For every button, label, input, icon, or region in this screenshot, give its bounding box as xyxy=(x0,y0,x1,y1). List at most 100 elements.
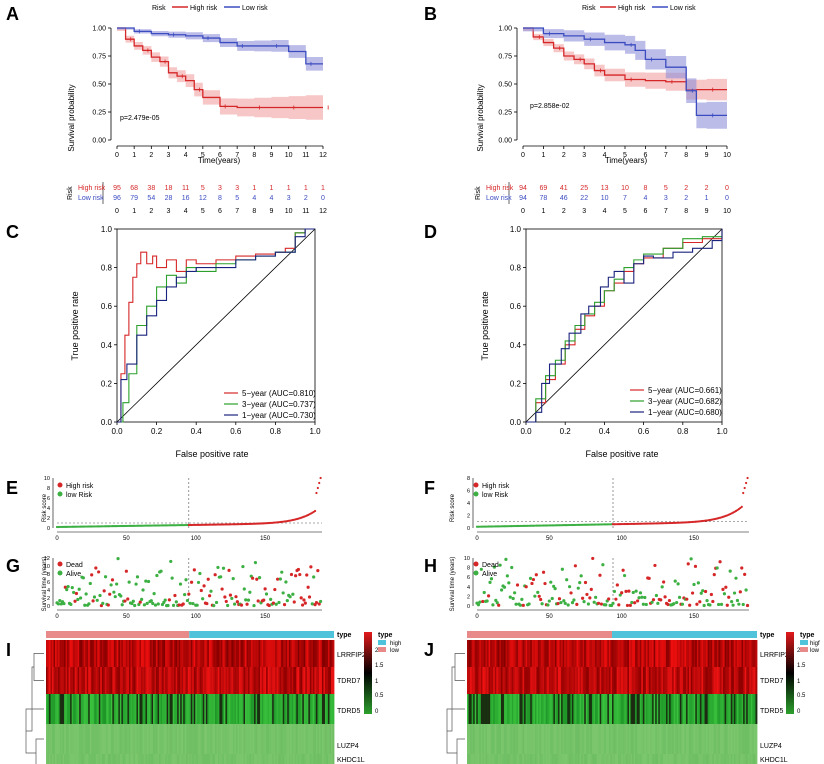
heatmap-cell xyxy=(178,640,181,667)
st-point xyxy=(205,601,209,606)
heatmap-cell xyxy=(496,640,499,667)
heatmap-cell xyxy=(499,667,502,694)
heatmap-cell xyxy=(548,640,551,667)
heatmap-cell xyxy=(103,640,106,667)
heatmap-cell xyxy=(752,754,755,764)
st-point xyxy=(123,599,127,603)
heatmap-cell xyxy=(106,694,109,724)
heatmap-cell xyxy=(610,667,613,694)
heatmap-cell xyxy=(698,694,701,724)
roc-y-tick-label: 0.2 xyxy=(101,379,113,388)
heatmap-cell xyxy=(73,754,76,764)
heatmap-cell xyxy=(246,694,249,724)
heatmap-cell xyxy=(537,667,540,694)
heatmap-cell xyxy=(50,640,53,667)
st-point xyxy=(601,563,605,567)
heatmap-cell xyxy=(175,667,178,694)
heatmap-cell xyxy=(279,640,282,667)
heatmap-cell xyxy=(713,640,716,667)
heatmap-cell xyxy=(234,724,237,754)
heatmap-cell xyxy=(736,667,739,694)
heatmap-cell xyxy=(107,640,110,667)
heatmap-cell xyxy=(324,667,327,694)
risk-count-high: 41 xyxy=(560,185,568,192)
heatmap-cell xyxy=(587,694,590,724)
heatmap-cell xyxy=(279,724,282,754)
dendro-branch xyxy=(456,738,465,764)
st-x-tick-label: 0 xyxy=(475,614,479,620)
heatmap-cell xyxy=(736,754,739,764)
heatmap-cell xyxy=(676,724,679,754)
heatmap-cell xyxy=(162,754,165,764)
heatmap-cell xyxy=(183,640,186,667)
heatmap-cell xyxy=(320,754,323,764)
dendro-branch xyxy=(26,666,34,732)
st-point xyxy=(307,595,312,599)
heatmap-cell xyxy=(693,754,696,764)
heatmap-cell xyxy=(533,667,536,694)
heatmap-cell xyxy=(53,640,56,667)
heatmap-cell xyxy=(252,754,255,764)
heatmap-cell xyxy=(593,724,596,754)
st-point xyxy=(637,596,641,600)
heatmap-cell xyxy=(293,724,296,754)
st-point xyxy=(195,603,199,607)
heatmap-cell xyxy=(291,640,294,667)
st-point xyxy=(219,575,223,579)
rs-point xyxy=(315,491,318,495)
heatmap-cell xyxy=(162,724,165,754)
heatmap-cell xyxy=(704,640,707,667)
heatmap-cell xyxy=(287,667,290,694)
heatmap-cell xyxy=(83,640,86,667)
heatmap-cell xyxy=(719,724,722,754)
st-point xyxy=(316,568,320,573)
heatmap-cell xyxy=(684,640,687,667)
st-point xyxy=(81,576,85,580)
heatmap-cell xyxy=(599,754,602,764)
st-point xyxy=(541,570,546,574)
heatmap-cell xyxy=(755,724,758,754)
heatmap-cell xyxy=(157,640,160,667)
heatmap-cell xyxy=(687,754,690,764)
st-point xyxy=(583,580,588,585)
heatmap-cell xyxy=(318,694,321,724)
heatmap-cell xyxy=(147,667,149,694)
heatmap-cell xyxy=(488,754,491,764)
risk-count-low: 0 xyxy=(321,195,325,202)
heatmap-cell xyxy=(278,640,281,667)
heatmap-cell xyxy=(91,754,94,764)
heatmap-cell xyxy=(587,667,590,694)
heatmap-cell xyxy=(558,640,560,667)
heatmap-cell xyxy=(746,754,749,764)
heatmap-cell xyxy=(56,667,59,694)
heatmap-cell xyxy=(166,640,169,667)
heatmap-cell xyxy=(136,667,139,694)
heatmap-cell xyxy=(159,754,161,764)
heatmap-cell xyxy=(85,640,88,667)
st-point xyxy=(643,595,647,600)
heatmap-cell xyxy=(239,724,241,754)
heatmap-cell xyxy=(682,667,685,694)
heatmap-cell xyxy=(91,694,94,724)
heatmap-cell xyxy=(64,694,67,724)
heatmap-cell xyxy=(169,640,172,667)
heatmap-cell xyxy=(276,640,279,667)
heatmap-cell xyxy=(636,724,639,754)
heatmap-cell xyxy=(85,694,88,724)
heatmap-cell xyxy=(698,754,701,764)
heatmap-cell xyxy=(604,724,607,754)
heatmap-cell xyxy=(591,754,594,764)
st-point xyxy=(120,603,124,607)
st-point xyxy=(209,589,213,593)
heatmap-cell xyxy=(740,694,742,724)
st-point xyxy=(212,603,216,608)
heatmap-cell xyxy=(255,724,258,754)
heatmap-cell xyxy=(263,724,266,754)
heatmap-cell xyxy=(633,724,636,754)
st-point xyxy=(488,580,492,585)
heatmap-cell xyxy=(536,694,539,724)
heatmap-cell xyxy=(513,724,516,754)
heatmap-cell xyxy=(656,640,659,667)
heatmap-cell xyxy=(625,640,628,667)
heatmap-cell xyxy=(122,754,125,764)
